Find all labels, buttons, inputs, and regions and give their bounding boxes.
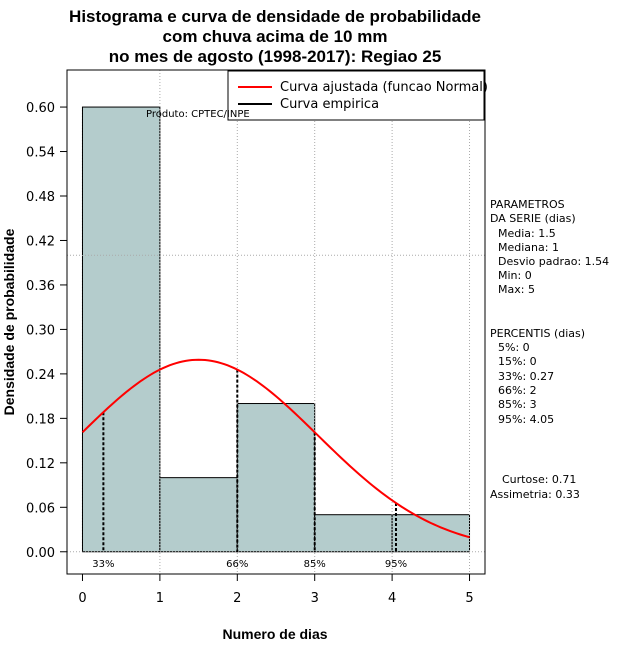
percentile-label-3: 95%	[385, 559, 407, 570]
histogram-bar-1	[159, 477, 238, 553]
percentiles-title: PERCENTIS (dias)	[490, 327, 585, 340]
x-tick-label-3: 3	[311, 591, 319, 606]
y-tick-label-1: 0.06	[26, 501, 55, 516]
percentile-label-2: 85%	[304, 559, 326, 570]
params-subtitle: DA SERIE (dias)	[490, 212, 576, 225]
params-title: PARAMETROS	[490, 198, 565, 211]
legend: Curva ajustada (funcao Normal) Curva emp…	[227, 70, 488, 121]
skewness: Assimetria: 0.33	[490, 488, 580, 501]
percentile-label-1: 66%	[226, 559, 248, 570]
y-axis-label: Densidade de probabilidade	[1, 228, 17, 415]
y-tick-label-3: 0.18	[26, 412, 55, 427]
x-tick-label-4: 4	[388, 591, 396, 606]
y-tick-label-10: 0.60	[26, 101, 55, 116]
percentile-33: 33%: 0.27	[498, 370, 554, 383]
fitted-curve-layer	[81, 358, 470, 539]
chart-title-line-1: Histograma e curva de densidade de proba…	[69, 7, 481, 26]
percentile-66: 66%: 2	[498, 384, 537, 397]
product-label: Produto: CPTEC/INPE	[146, 109, 250, 120]
series-parameters-panel: PARAMETROS DA SERIE (dias) Media: 1.5 Me…	[490, 198, 609, 296]
axes: 0 1 2 3 4 5 0.00 0.06 0.12 0.18 0.24 0.30 0.36 0.42 0.…	[26, 101, 474, 606]
x-tick-label-0: 0	[78, 591, 86, 606]
percentiles-panel: PERCENTIS (dias) 5%: 0 15%: 0 33%: 0.27 …	[490, 327, 585, 426]
percentile-5: 5%: 0	[498, 341, 530, 354]
param-mean: Media: 1.5	[498, 227, 556, 240]
chart-title-line-3: no mes de agosto (1998-2017): Regiao 25	[109, 47, 442, 66]
y-tick-label-4: 0.24	[26, 368, 55, 383]
param-sd: Desvio padrao: 1.54	[498, 255, 609, 268]
legend-box	[227, 70, 485, 121]
histogram-bar-2	[236, 403, 316, 553]
y-tick-label-7: 0.42	[26, 234, 55, 249]
y-tick-label-9: 0.54	[26, 146, 55, 161]
percentile-15: 15%: 0	[498, 355, 537, 368]
y-tick-label-8: 0.48	[26, 190, 55, 205]
shape-stats-panel: Curtose: 0.71 Assimetria: 0.33	[490, 473, 580, 501]
y-tick-label-6: 0.36	[26, 279, 55, 294]
histogram-bars	[81, 106, 471, 553]
histogram-bar-0	[81, 106, 161, 553]
percentile-lines: 33% 66% 85% 95%	[92, 369, 407, 570]
legend-label-fitted: Curva ajustada (funcao Normal)	[280, 80, 488, 95]
percentile-85: 85%: 3	[498, 398, 537, 411]
param-max: Max: 5	[498, 283, 535, 296]
y-tick-label-2: 0.12	[26, 457, 55, 472]
x-tick-label-5: 5	[465, 591, 473, 606]
plot-frame	[66, 69, 486, 575]
percentile-95: 95%: 4.05	[498, 413, 554, 426]
percentile-label-0: 33%	[92, 559, 114, 570]
param-median: Mediana: 1	[498, 241, 559, 254]
fitted-normal-curve	[81, 358, 470, 539]
y-tick-label-5: 0.30	[26, 323, 55, 338]
histogram-bar-3	[314, 514, 393, 553]
x-tick-label-1: 1	[156, 591, 164, 606]
x-axis-label: Numero de dias	[222, 626, 327, 642]
legend-label-empirical: Curva empirica	[280, 97, 379, 112]
chart-title-line-2: com chuva acima de 10 mm	[163, 27, 388, 46]
y-tick-label-0: 0.00	[26, 546, 55, 561]
param-min: Min: 0	[498, 269, 532, 282]
x-tick-label-2: 2	[233, 591, 241, 606]
kurtosis: Curtose: 0.71	[502, 473, 576, 486]
